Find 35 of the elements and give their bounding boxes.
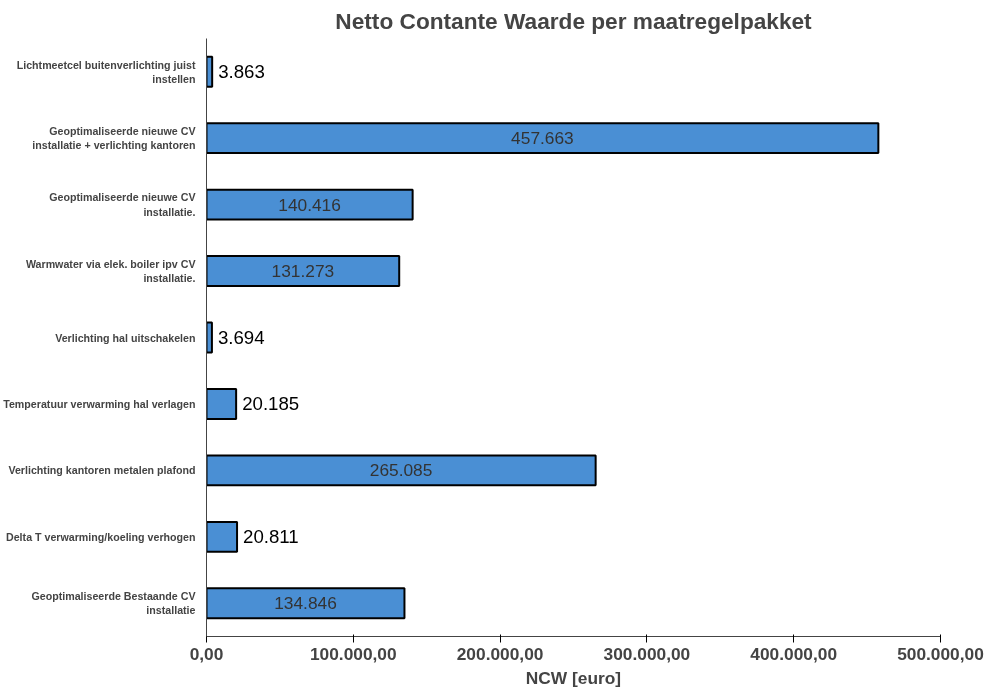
bar xyxy=(206,387,238,420)
x-tick-label: 400.000,00 xyxy=(750,643,838,664)
data-label: 457.663 xyxy=(511,128,574,149)
bar xyxy=(206,520,239,553)
bar xyxy=(206,255,401,288)
y-tick-label: Delta T verwarming/koeling verhogen xyxy=(6,530,196,543)
x-tick-label: 200.000,00 xyxy=(456,643,544,664)
data-label: 131.273 xyxy=(271,261,335,282)
data-label: 134.846 xyxy=(274,593,337,614)
y-tick-label: Verlichting kantoren metalen plafond xyxy=(8,464,196,477)
data-label: 3.694 xyxy=(217,327,265,348)
data-label: 20.811 xyxy=(243,526,299,548)
bar xyxy=(206,587,406,620)
data-label: 3.863 xyxy=(218,61,265,83)
x-tick-label: 0,00 xyxy=(189,643,224,664)
y-tick-label: Warmwater via elek. boiler ipv CV installatie. xyxy=(25,257,197,285)
y-tick-label: Geoptimaliseerde nieuwe CV installatie. xyxy=(49,191,197,218)
x-tick-label: 500.000,00 xyxy=(897,643,984,664)
y-tick-label: Geoptimaliseerde nieuwe CV installatie + verlichting kantoren xyxy=(32,124,197,152)
y-tick-label: Temperatuur verwarming hal verlagen xyxy=(3,397,196,410)
y-tick-label: Geoptimaliseerde Bestaande CV installatie xyxy=(31,590,197,617)
y-tick-label: Verlichting hal uitschakelen xyxy=(55,331,196,344)
x-axis-title: NCW [euro] xyxy=(525,667,622,688)
bar xyxy=(206,454,597,487)
bar xyxy=(206,188,414,221)
data-label: 20.185 xyxy=(242,393,300,415)
x-tick-label: 100.000,00 xyxy=(309,643,397,664)
bar xyxy=(206,122,880,155)
chart-title: Netto Contante Waarde per maatregelpakket xyxy=(335,7,813,34)
x-tick-label: 300.000,00 xyxy=(603,643,691,664)
bar xyxy=(206,321,213,354)
y-tick-label: Lichtmeetcel buitenverlichting juist instellen xyxy=(16,58,196,85)
data-label: 265.085 xyxy=(369,460,433,481)
data-label: 140.416 xyxy=(278,194,341,215)
bar xyxy=(206,55,214,88)
